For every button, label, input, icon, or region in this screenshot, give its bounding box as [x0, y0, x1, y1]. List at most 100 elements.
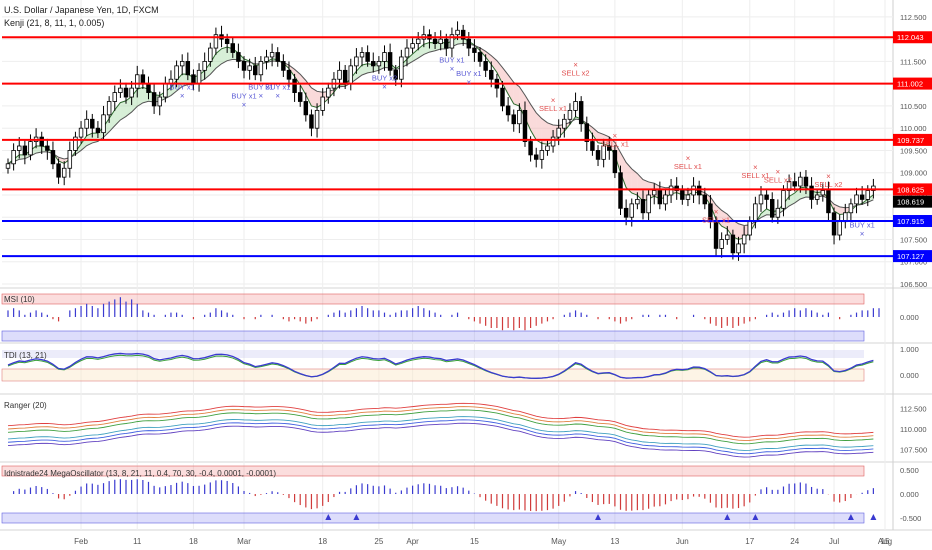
tdi-line	[7, 352, 874, 379]
candle	[106, 101, 112, 116]
signal-marker: ×	[259, 91, 264, 100]
cloud-bear	[508, 74, 514, 104]
cloud-bear	[536, 112, 542, 144]
x-tick-label: May	[551, 537, 566, 546]
candle	[764, 194, 769, 200]
x-tick-label: 18	[189, 537, 198, 546]
candle	[236, 52, 241, 62]
candle	[438, 38, 443, 45]
ranger-y-tick: 107.500	[900, 446, 927, 455]
candle	[202, 61, 207, 71]
candle	[629, 203, 634, 218]
msi-lower-zone	[1, 330, 865, 342]
signal-marker: ×	[466, 78, 471, 87]
signal-marker: ×	[180, 91, 185, 100]
x-tick-label: Aug	[878, 537, 892, 546]
candle	[224, 38, 230, 45]
x-tick-label: 13	[610, 537, 619, 546]
level-badge	[893, 183, 932, 196]
candle	[28, 141, 33, 156]
cloud-bull	[36, 146, 42, 154]
ranger-band	[7, 402, 874, 438]
candle	[736, 243, 741, 254]
ranger-band	[7, 406, 874, 441]
candle	[432, 38, 438, 45]
level-badge	[893, 250, 932, 263]
cloud-bull	[120, 100, 127, 120]
cloud-bear	[530, 104, 537, 140]
signal-marker: ×	[776, 167, 781, 176]
candle	[871, 185, 876, 191]
candle	[11, 150, 16, 165]
candle	[859, 194, 865, 200]
signal-marker: ×	[753, 163, 758, 172]
level-label: 107.127	[897, 252, 924, 261]
last-price-label: 108.619	[897, 198, 924, 207]
candle	[550, 136, 556, 147]
signal-label: BUY x1	[248, 82, 273, 91]
candle	[792, 181, 797, 187]
candle	[472, 47, 477, 53]
candle	[78, 127, 84, 138]
signal-marker: ×	[450, 65, 455, 74]
candle	[449, 34, 455, 49]
candle	[562, 118, 567, 129]
candle	[489, 69, 494, 80]
mega-label: Idnistrade24 MegaOscillator (13, 8, 21, …	[4, 469, 276, 478]
signal-marker: ×	[275, 91, 280, 100]
signal-marker: ×	[826, 172, 831, 181]
candle	[781, 190, 786, 209]
tdi-y-tick: 1.000	[900, 345, 919, 354]
candle	[595, 150, 601, 160]
cloud-bull	[137, 87, 143, 107]
candle	[174, 65, 179, 80]
cloud-bull	[215, 48, 222, 69]
candle	[179, 61, 185, 67]
signal-label: BUY x1	[439, 56, 464, 65]
candle	[646, 194, 651, 214]
candle	[135, 74, 140, 89]
signal-label: SELL x1	[702, 215, 730, 224]
candle	[213, 34, 219, 49]
cloud-bear	[311, 87, 318, 108]
candle	[775, 207, 781, 218]
signal-label: BUY x1	[231, 91, 256, 100]
candle	[359, 52, 365, 58]
candle	[309, 114, 314, 129]
candle	[67, 150, 73, 169]
level-label: 109.737	[897, 136, 924, 145]
candle	[275, 52, 280, 62]
tdi-upper-zone	[2, 350, 864, 358]
cloud-bear	[637, 173, 643, 202]
y-tick-label: 106.500	[900, 280, 927, 289]
candle	[50, 150, 56, 165]
candle	[522, 109, 528, 142]
x-tick-label: Mar	[237, 537, 251, 546]
signal-label: SELL x1	[601, 140, 629, 149]
candle	[281, 61, 286, 71]
signal-label: BUY x1	[265, 82, 290, 91]
candle	[528, 141, 533, 156]
candle	[578, 101, 584, 125]
candle	[691, 185, 696, 196]
cloud-bear	[721, 210, 728, 230]
candle	[399, 56, 404, 80]
candle	[758, 194, 764, 205]
signal-marker: ×	[860, 229, 865, 238]
cloud-bear	[710, 197, 717, 220]
candle	[348, 65, 354, 85]
cloud-bull	[789, 192, 795, 207]
cloud-bear	[727, 214, 733, 238]
candle	[837, 221, 842, 236]
candle	[741, 234, 747, 245]
ranger-y-tick: 112.500	[900, 404, 927, 413]
chart-title: U.S. Dollar / Japanese Yen, 1D, FXCM	[4, 5, 159, 15]
candle	[5, 163, 11, 169]
ranger-band	[7, 409, 874, 445]
candle	[303, 101, 309, 116]
tdi-label: TDI (13, 21)	[4, 351, 47, 360]
candle	[466, 38, 472, 49]
candle	[56, 163, 61, 178]
candle	[511, 114, 516, 125]
